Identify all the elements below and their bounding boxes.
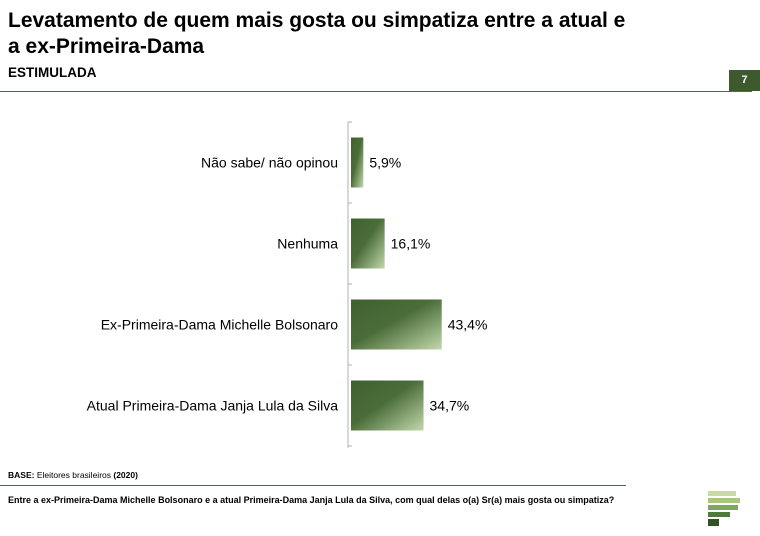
bar-chart: Não sabe/ não opinou 5,9% Nenhuma 16,1% Ex-P… [87, 121, 488, 448]
category-label: Atual Primeira-Dama Janja Lula da Silva [87, 398, 339, 414]
data-label: 34,7% [430, 398, 470, 414]
bar [351, 218, 385, 269]
data-label: 5,9% [369, 155, 401, 171]
category-label: Não sabe/ não opinou [201, 155, 338, 171]
category-label: Ex-Primeira-Dama Michelle Bolsonaro [101, 317, 339, 333]
page-number-badge: 7 [729, 70, 760, 91]
base-year: (2020) [113, 470, 138, 480]
bar [351, 299, 442, 350]
header-divider [0, 91, 752, 92]
page-subtitle: ESTIMULADA [8, 65, 97, 80]
footer-divider [0, 485, 626, 486]
survey-question: Entre a ex-Primeira-Dama Michelle Bolson… [8, 495, 615, 505]
base-text: Eleitores brasileiros [36, 470, 111, 480]
bar [351, 137, 364, 188]
base-note: BASE: Eleitores brasileiros (2020) [8, 470, 138, 480]
category-label: Nenhuma [277, 236, 338, 252]
base-label: BASE: [8, 470, 35, 480]
page-title: Levatamento de quem mais gosta ou simpat… [8, 9, 626, 58]
logo-icon [708, 491, 740, 526]
data-label: 16,1% [391, 236, 431, 252]
data-label: 43,4% [448, 317, 488, 333]
bar [351, 380, 424, 431]
